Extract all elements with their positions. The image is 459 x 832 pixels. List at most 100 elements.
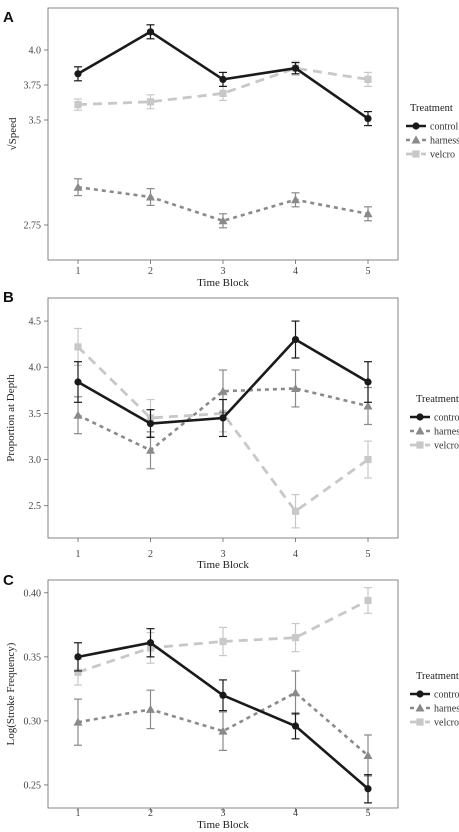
panel-a-legend-title: Treatment [410,103,453,114]
series-control [74,24,372,127]
legend-marker-velcro [412,150,420,158]
legend-marker-velcro [416,718,424,726]
legend-label-velcro: velcro [430,150,455,161]
legend-marker-control [412,122,420,130]
panel-b-x-axis-title: Time Block [197,559,249,571]
panel-b-y-tick-label: 4.5 [29,317,42,328]
data-point-harness [291,383,300,392]
panel-c-y-tick-label: 0.30 [24,716,42,727]
panel-b-series [73,320,373,529]
panel-a-y-tick-label: 3.5 [29,116,42,127]
data-point-harness [363,750,373,759]
series-line-harness [77,691,369,757]
x-tick-label: 3 [221,808,226,819]
panel-b-y-axis: 2.5 3.0 3.5 4.0 4.5 [29,317,48,512]
series-line-velcro [77,66,369,106]
x-tick-label: 4 [293,266,298,277]
legend-label-velcro: velcro [434,718,459,729]
data-point-control [364,115,372,123]
legend-marker-control [416,413,424,421]
data-point-control [146,28,155,36]
data-point-velcro [74,668,82,676]
data-point-velcro [364,75,372,83]
data-point-harness [218,216,228,225]
legend-label-control: control [434,413,459,424]
panel-b-legend-title: Treatment [416,394,459,405]
panel-a-x-axis: 1 2 3 4 5 [76,260,371,277]
data-point-harness [218,386,228,395]
data-point-harness [73,410,83,419]
series-control [74,320,372,438]
legend-item-velcro: velcro [410,441,459,452]
legend-marker-harness [415,703,425,712]
legend-marker-velcro [416,441,424,449]
series-line-harness [77,185,369,223]
data-point-control [291,335,300,344]
panel-a-label: A [3,9,14,26]
legend-item-velcro: velcro [406,150,455,161]
x-tick-label: 3 [221,549,226,560]
panel-b-y-tick-label: 3.0 [29,455,42,466]
panel-b-y-tick-label: 3.5 [29,409,42,420]
panel-c-series [73,587,373,804]
legend-item-control: control [410,413,459,424]
panel-b-y-tick-label: 2.5 [29,501,42,512]
data-point-harness [146,445,155,454]
x-tick-label: 1 [76,808,81,819]
x-tick-label: 5 [366,549,371,560]
x-tick-label: 5 [366,266,371,277]
x-tick-label: 3 [221,266,226,277]
panel-b-x-axis: 1 2 3 4 5 [76,538,371,560]
panel-b-legend: Treatment control harness velcro [410,394,459,452]
panel-c-legend: Treatment control harness velcro [410,671,459,729]
panel-b-y-tick-label: 4.0 [29,363,42,374]
data-point-harness [73,182,83,191]
legend-label-control: control [434,690,459,701]
series-control [74,628,372,804]
data-point-velcro [219,637,227,646]
panel-c-y-axis-title: Log(Stroke Frequency) [5,642,17,745]
legend-label-harness: harness [434,427,459,438]
legend-item-harness: harness [410,426,459,438]
data-point-velcro [364,596,372,605]
data-point-control [146,419,155,428]
panel-c-x-axis: 1 2 3 4 5 [76,808,371,819]
panel-c-y-axis: 0.25 0.30 0.35 0.40 [24,588,48,791]
data-point-control [364,378,372,386]
legend-label-control: control [430,122,459,133]
panel-b: B 2.5 3.0 3.5 4.0 4.5 1 2 3 4 5 Time Block P… [3,289,459,571]
panel-c-y-tick-label: 0.35 [24,652,42,663]
panel-a-y-axis-title: √Speed [7,117,19,150]
data-point-harness [218,726,228,735]
data-point-control [219,414,227,422]
data-point-control [291,64,300,72]
x-tick-label: 2 [148,808,153,819]
legend-label-harness: harness [430,136,459,147]
legend-marker-harness [415,426,425,435]
panel-b-y-axis-title: Proportion at Depth [5,374,17,462]
x-tick-label: 4 [293,808,298,819]
data-point-control [364,785,372,793]
panel-a-y-tick-label: 3.75 [24,81,42,92]
data-point-velcro [291,634,300,642]
data-point-harness [73,717,83,726]
data-point-control [291,722,300,730]
legend-item-control: control [406,122,459,133]
legend-item-harness: harness [410,703,459,715]
data-point-control [74,653,82,661]
panel-c-y-tick-label: 0.40 [24,588,42,599]
panel-a: A 2.75 3.5 3.75 4.0 1 2 3 4 5 Time Block √Sp… [3,7,459,289]
x-tick-label: 1 [76,549,81,560]
panel-a-legend: Treatment control harness velcro [406,103,459,161]
x-tick-label: 1 [76,266,81,277]
panel-a-y-axis: 2.75 3.5 3.75 4.0 [24,46,48,232]
series-line-velcro [77,345,369,513]
panel-c-legend-title: Treatment [416,671,459,682]
legend-label-velcro: velcro [434,441,459,452]
legend-marker-control [416,690,424,698]
data-point-control [74,378,82,386]
series-harness [73,178,373,229]
panel-a-y-tick-label: 2.75 [24,221,42,232]
legend-marker-harness [411,135,421,144]
panel-c-x-axis-title: Time Block [197,819,249,831]
